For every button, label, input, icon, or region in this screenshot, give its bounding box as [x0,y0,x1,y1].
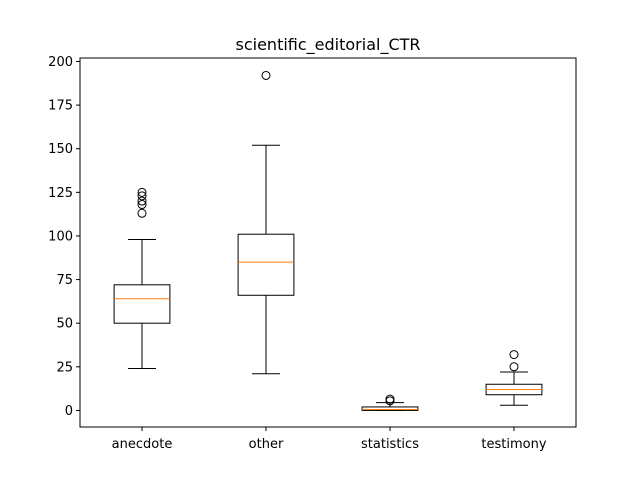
y-tick-label: 100 [48,229,73,244]
box-statistics [361,394,419,411]
y-tick-label: 175 [48,99,73,114]
x-tick-label: testimony [481,437,546,452]
y-tick-label: 150 [48,142,73,157]
outlier-point [385,394,395,404]
iqr-box [237,233,295,296]
y-tick-label: 0 [65,404,73,419]
y-tick-label: 200 [48,55,73,70]
x-tick-label: statistics [361,437,419,452]
box-anecdote [113,187,171,370]
outlier-point [137,196,147,206]
x-tick-label: anecdote [112,437,173,452]
iqr-box [361,406,419,411]
y-tick-label: 25 [56,360,73,375]
outlier-point [137,200,147,210]
outlier-point [509,350,519,360]
y-axis: 0 25 50 75 100 125 150 175 200 [48,55,80,419]
outlier-point [137,191,147,201]
box-other [237,70,295,375]
outlier-point [137,208,147,218]
x-tick-label: other [249,437,284,452]
boxplot-series [113,70,543,411]
x-axis: anecdote other statistics testimony [112,427,547,452]
outlier-point [137,187,147,197]
outlier-point [509,362,519,372]
y-tick-label: 75 [56,273,73,288]
y-tick-label: 125 [48,186,73,201]
plot-area-frame [79,57,577,428]
y-tick-label: 50 [56,317,73,332]
chart-title: scientific_editorial_CTR [236,35,421,55]
box-testimony [485,350,543,406]
iqr-box [113,284,171,324]
outlier-point [261,70,271,80]
